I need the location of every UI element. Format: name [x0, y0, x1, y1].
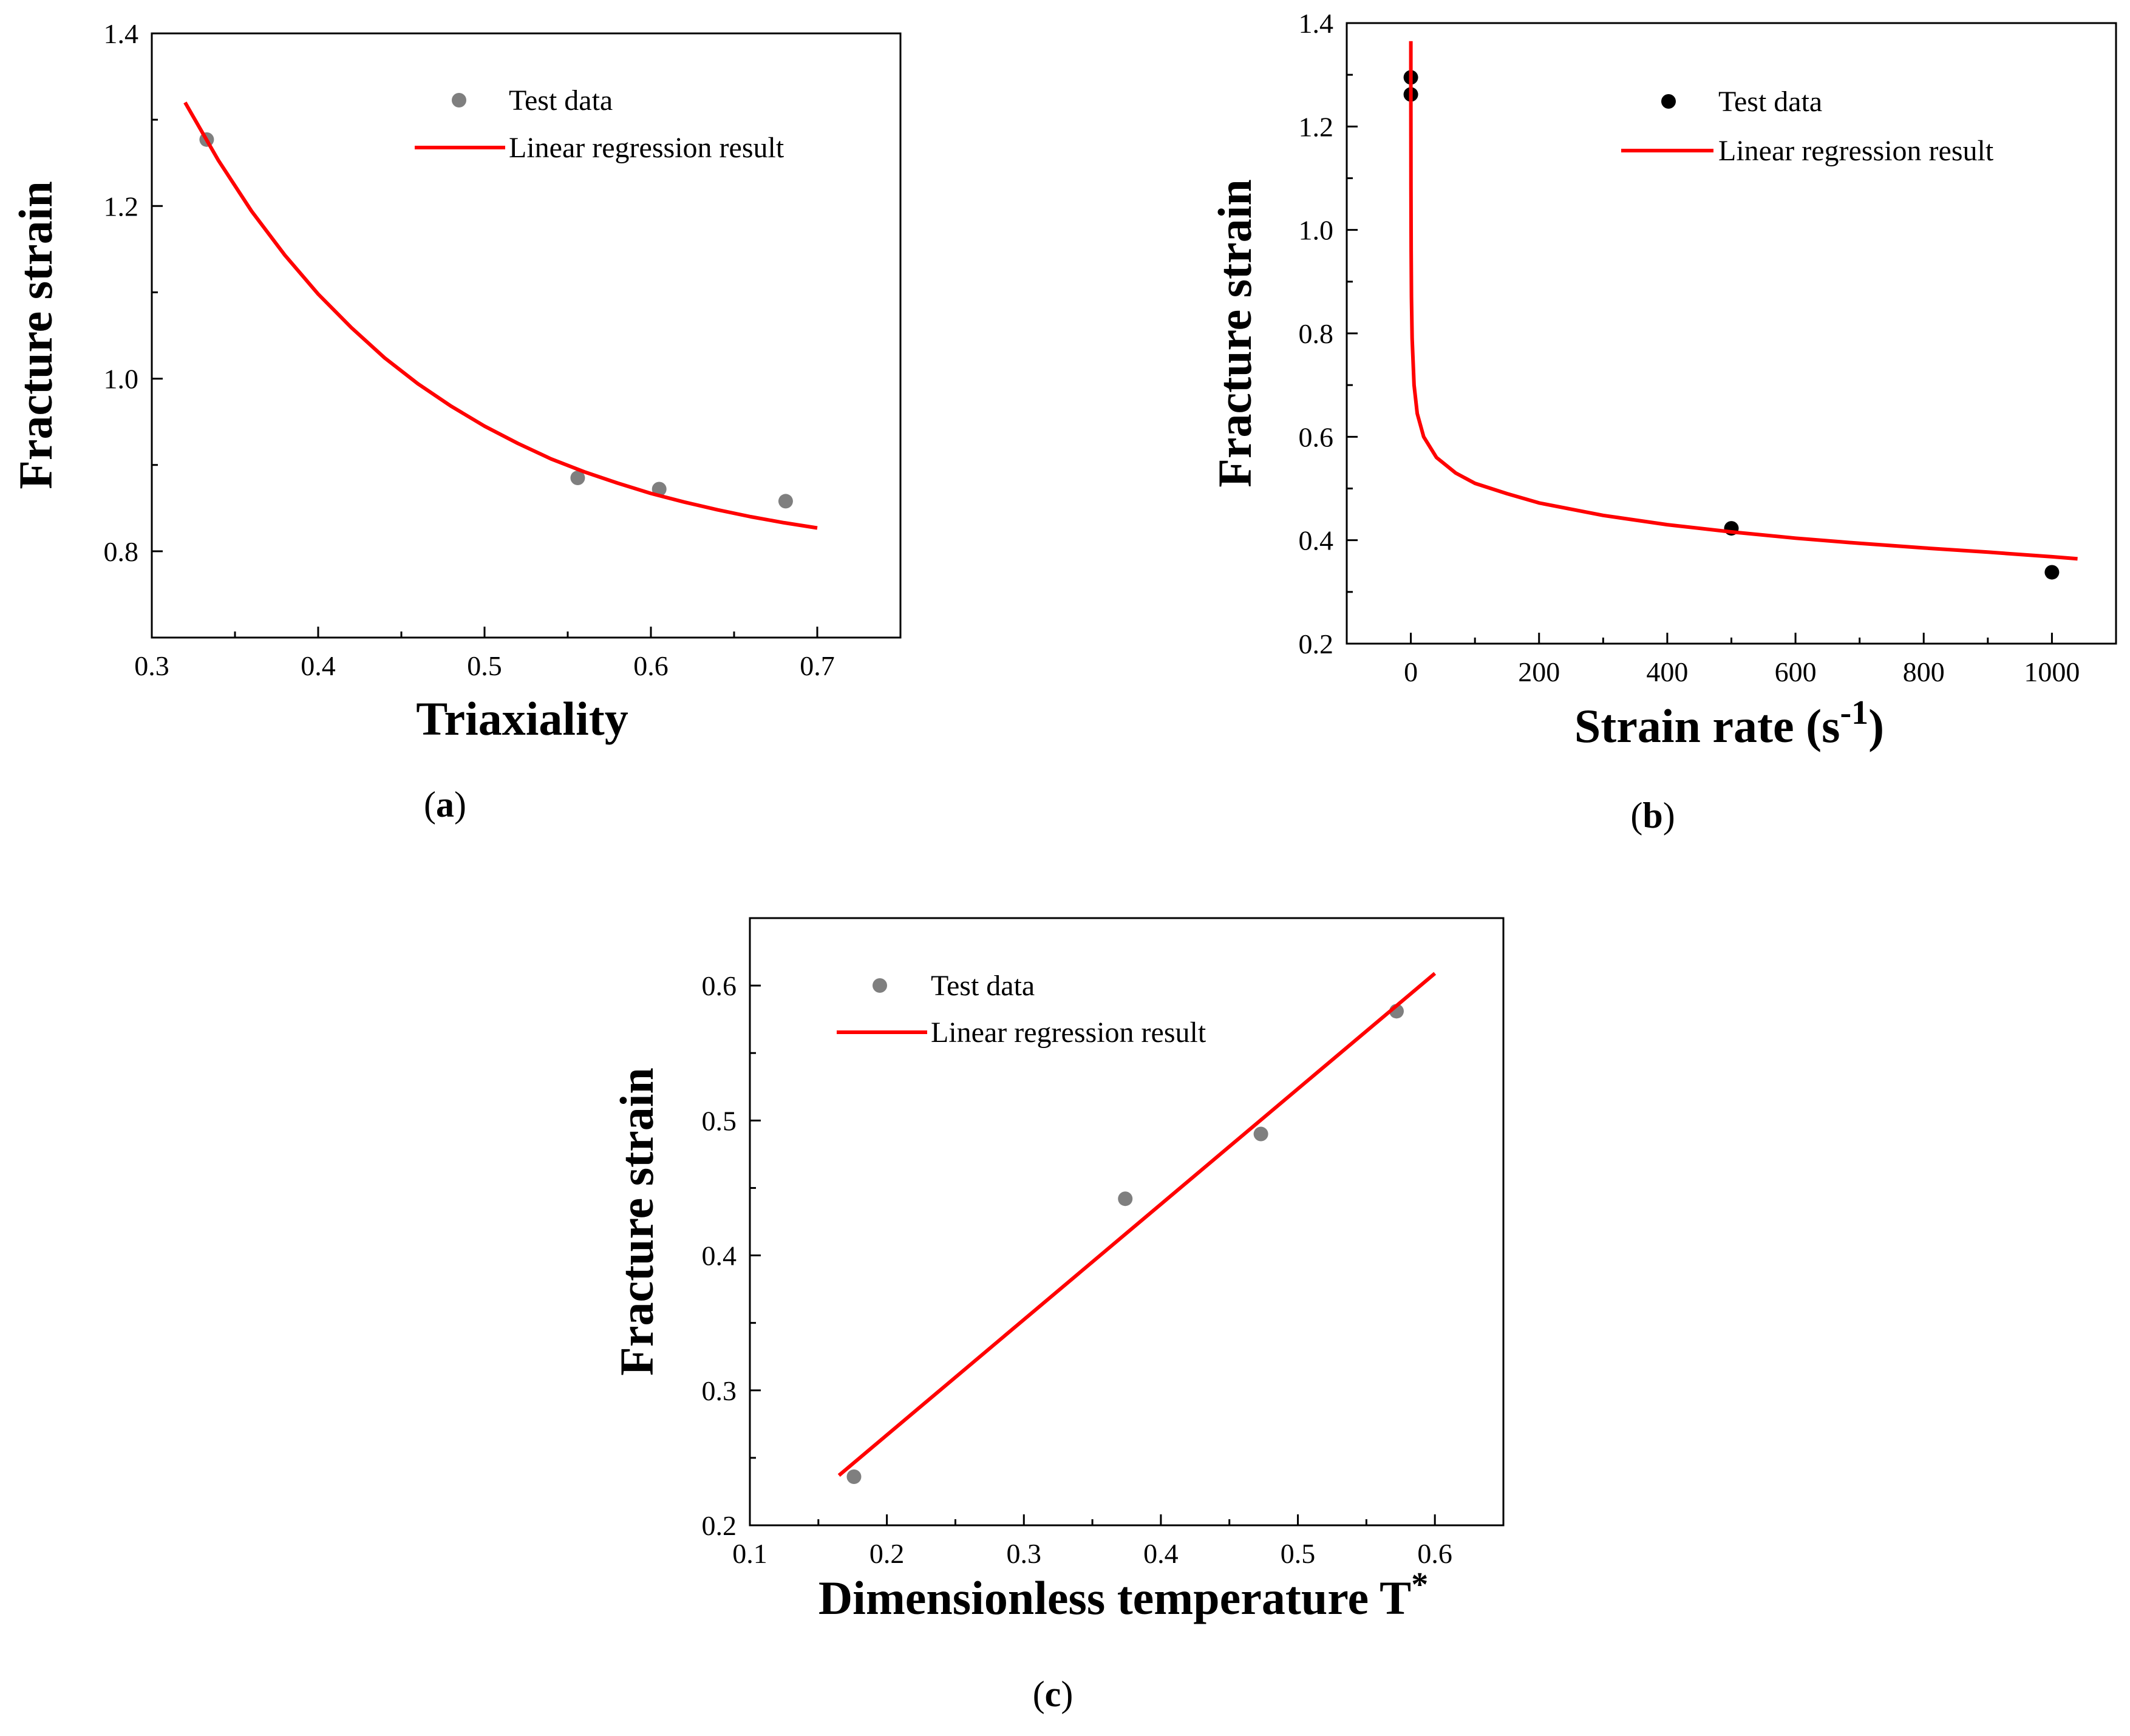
x-tick-label: 0.2 — [869, 1538, 905, 1569]
plot-frame — [151, 32, 902, 639]
x-tick-label: 0.3 — [1007, 1538, 1042, 1569]
x-axis-title-end: ) — [1868, 700, 1884, 752]
x-tick-label: 0 — [1404, 656, 1418, 687]
x-tick-label: 0.5 — [467, 650, 502, 681]
x-axis-title-main: Triaxiality — [416, 692, 628, 745]
x-tick-label: 800 — [1903, 656, 1945, 687]
panel-b: 0 200 400 600 800 1000 0.2 0.4 0.6 0.8 1.0 1.2 1.4 Te… — [1208, 8, 2117, 836]
y-tick-label: 0.6 — [702, 970, 737, 1001]
legend-marker-test-data — [873, 978, 887, 993]
x-axis-title-superscript: * — [1411, 1566, 1428, 1604]
y-tick-label: 0.2 — [702, 1510, 737, 1541]
caption-letter: a — [436, 785, 454, 825]
x-tick-label: 0.5 — [1281, 1538, 1316, 1569]
legend-label-test-data: Test data — [1718, 86, 1822, 118]
data-point — [1253, 1126, 1268, 1142]
caption-open: ( — [424, 785, 436, 825]
legend-marker-test-data — [1661, 94, 1676, 109]
panel-caption: (b) — [1630, 795, 1675, 836]
x-tick-label: 0.6 — [1417, 1538, 1452, 1569]
x-tick-label: 0.4 — [301, 650, 336, 681]
x-tick-label: 0.6 — [633, 650, 669, 681]
y-tick-label: 1.0 — [1299, 215, 1334, 246]
y-tick-label: 0.6 — [1299, 421, 1334, 452]
x-tick-label: 400 — [1646, 656, 1688, 687]
caption-open: ( — [1033, 1674, 1045, 1714]
x-tick-label: 0.1 — [732, 1538, 767, 1569]
y-tick-label: 0.2 — [1299, 628, 1334, 659]
y-axis-title: Fracture strain — [610, 1067, 663, 1376]
x-axis-title: Triaxiality — [416, 692, 628, 745]
legend-label-regression: Linear regression result — [509, 132, 784, 164]
panel-caption: (a) — [424, 785, 466, 825]
y-tick-label: 1.2 — [104, 191, 139, 222]
x-tick-label: 1000 — [2024, 656, 2080, 687]
y-axis-title: Fracture strain — [9, 181, 62, 489]
legend-label-test-data: Test data — [509, 84, 613, 117]
data-point — [2044, 565, 2060, 580]
y-tick-label: 0.4 — [702, 1241, 737, 1271]
regression-line — [183, 101, 818, 530]
caption-close: ) — [454, 785, 466, 825]
x-tick-label: 0.7 — [800, 650, 835, 681]
regression-line — [1409, 41, 2078, 561]
y-tick-label: 0.8 — [104, 536, 139, 567]
x-axis-title-superscript: -1 — [1840, 694, 1868, 732]
y-axis-title: Fracture strain — [1208, 179, 1261, 488]
caption-close: ) — [1061, 1674, 1073, 1714]
legend-label-regression: Linear regression result — [931, 1016, 1206, 1049]
x-axis-title: Strain rate (s-1) — [1574, 694, 1884, 752]
legend-label-test-data: Test data — [931, 970, 1035, 1002]
caption-open: ( — [1630, 795, 1642, 836]
plot-frame — [749, 917, 1505, 1527]
data-point — [846, 1469, 862, 1484]
caption-letter: c — [1045, 1674, 1061, 1714]
panel-caption: (c) — [1033, 1674, 1074, 1714]
y-tick-label: 1.4 — [104, 18, 139, 49]
caption-letter: b — [1642, 795, 1662, 836]
y-tick-label: 0.3 — [702, 1375, 737, 1406]
y-tick-label: 0.4 — [1299, 525, 1334, 556]
x-axis-title: Dimensionless temperature T* — [818, 1566, 1428, 1624]
y-tick-label: 0.8 — [1299, 318, 1334, 349]
caption-close: ) — [1663, 795, 1675, 836]
x-axis-title-main: Dimensionless temperature T — [818, 1571, 1411, 1624]
y-tick-label: 1.2 — [1299, 111, 1334, 142]
x-tick-label: 200 — [1518, 656, 1560, 687]
y-tick-label: 1.0 — [104, 364, 139, 395]
x-tick-label: 0.3 — [134, 650, 169, 681]
y-tick-label: 0.5 — [702, 1105, 737, 1136]
panel-c: 0.1 0.2 0.3 0.4 0.5 0.60.20.30.40.50.6 Test da… — [610, 917, 1505, 1714]
regression-line — [837, 972, 1437, 1477]
x-tick-label: 600 — [1775, 656, 1817, 687]
y-tick-label: 1.4 — [1299, 8, 1334, 39]
data-point — [1118, 1191, 1133, 1207]
legend-label-regression: Linear regression result — [1718, 135, 1994, 167]
data-point — [778, 494, 793, 509]
x-tick-label: 0.4 — [1143, 1538, 1179, 1569]
data-point — [570, 471, 585, 486]
legend-marker-test-data — [452, 93, 466, 107]
x-axis-title-main: Strain rate (s — [1574, 700, 1840, 752]
panel-a: 0.3 0.4 0.5 0.6 0.7 0.8 1.0 1.2 1.4 Test data Line… — [9, 18, 902, 825]
